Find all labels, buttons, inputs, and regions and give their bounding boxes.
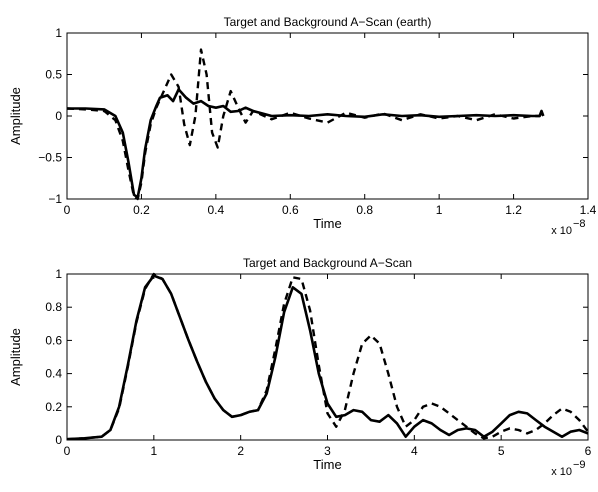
y-tick-label: 0.5 xyxy=(45,68,62,82)
y-tick-label: −1 xyxy=(48,192,62,206)
y-tick-label: 1 xyxy=(55,267,62,281)
x-tick-label: 1.2 xyxy=(505,203,522,217)
x-axis-label: Time xyxy=(313,216,341,231)
x-axis-exponent-power: −8 xyxy=(573,218,586,230)
series-line-dashed xyxy=(66,48,545,201)
y-axis-label: Amplitude xyxy=(8,328,23,386)
x-axis-exponent-base: x 10 xyxy=(551,225,572,237)
y-tick-label: 0 xyxy=(55,109,62,123)
x-tick-label: 1 xyxy=(436,203,443,217)
y-tick-label: 0.8 xyxy=(45,300,62,314)
x-tick-label: 2 xyxy=(237,444,244,458)
x-axis-exponent-base: x 10 xyxy=(551,466,572,478)
x-tick-label: 0.6 xyxy=(282,203,299,217)
chart-title: Target and Background A−Scan xyxy=(243,256,412,270)
x-tick-label: 0.4 xyxy=(208,203,225,217)
x-tick-label: 6 xyxy=(585,444,592,458)
x-tick-label: 0.2 xyxy=(133,203,150,217)
chart-title: Target and Background A−Scan (earth) xyxy=(224,15,432,29)
x-tick-label: 5 xyxy=(498,444,505,458)
y-tick-label: −0.5 xyxy=(38,151,62,165)
chart-bottom-a-scan: 0 1 2 3 4 5 6 0 0.2 0.4 0.6 0.8 1 Target and Backgrou… xyxy=(8,256,592,478)
x-tick-label: 1 xyxy=(150,444,157,458)
x-tick-label: 4 xyxy=(411,444,418,458)
series-line-dashed xyxy=(66,272,589,441)
y-tick-label: 0.2 xyxy=(45,400,62,414)
y-axis-label: Amplitude xyxy=(8,87,23,145)
x-tick-label: 1.4 xyxy=(580,203,597,217)
y-tick-label: 1 xyxy=(55,26,62,40)
x-axis-label: Time xyxy=(313,457,341,472)
x-tick-label: 0.8 xyxy=(356,203,373,217)
chart-top-earth-a-scan: 0 0.2 0.4 0.6 0.8 1 1.2 1.4 −1 −0.5 0 0.5 1 Target an… xyxy=(8,15,597,237)
x-tick-label: 3 xyxy=(324,444,331,458)
x-axis-exponent-power: −9 xyxy=(573,459,586,471)
y-tick-label: 0.4 xyxy=(45,367,62,381)
y-tick-label: 0.6 xyxy=(45,333,62,347)
x-tick-label: 0 xyxy=(64,444,71,458)
y-tick-label: 0 xyxy=(55,433,62,447)
x-tick-label: 0 xyxy=(64,203,71,217)
